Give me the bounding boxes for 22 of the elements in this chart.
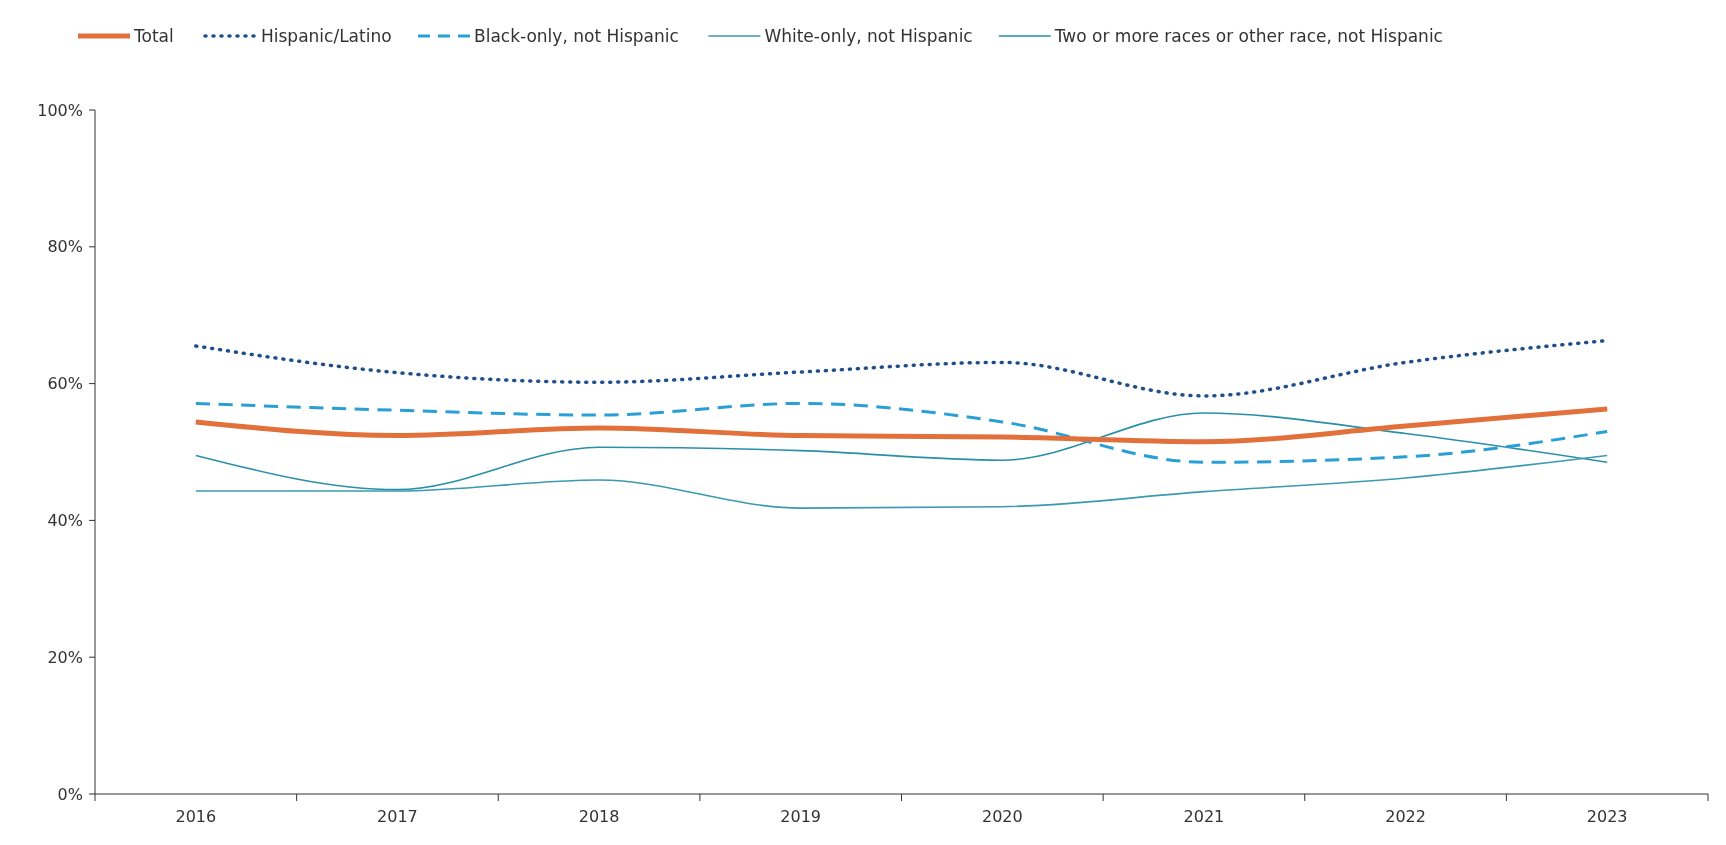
x-tick-label: 2019 xyxy=(780,807,822,826)
x-tick-label: 2017 xyxy=(377,807,418,826)
y-tick-label: 80% xyxy=(47,237,83,257)
line-series xyxy=(194,401,1609,464)
legend-label: Hispanic/Latino xyxy=(261,25,392,46)
x-tick-label: 2018 xyxy=(578,807,620,826)
y-tick-label: 40% xyxy=(47,511,83,530)
x-tick-label: 2016 xyxy=(175,807,217,826)
x-tick-label: 2021 xyxy=(1183,807,1225,826)
legend-label: White-only, not Hispanic xyxy=(764,25,973,46)
x-tick-label: 2023 xyxy=(1586,807,1628,826)
x-tick-label: 2020 xyxy=(981,807,1023,826)
line-series xyxy=(195,454,1608,509)
y-tick-label: 20% xyxy=(47,647,83,667)
x-tick-label: 2022 xyxy=(1385,807,1426,826)
y-tick-label: 60% xyxy=(47,374,83,394)
line-series xyxy=(195,412,1608,491)
legend-label: Total xyxy=(133,25,174,46)
y-tick-label: 100% xyxy=(37,100,83,120)
y-tick-label: 0% xyxy=(57,784,83,804)
legend-label: Two or more races or other race, not Hispanic xyxy=(1053,25,1443,46)
legend-label: Black-only, not Hispanic xyxy=(474,25,679,46)
